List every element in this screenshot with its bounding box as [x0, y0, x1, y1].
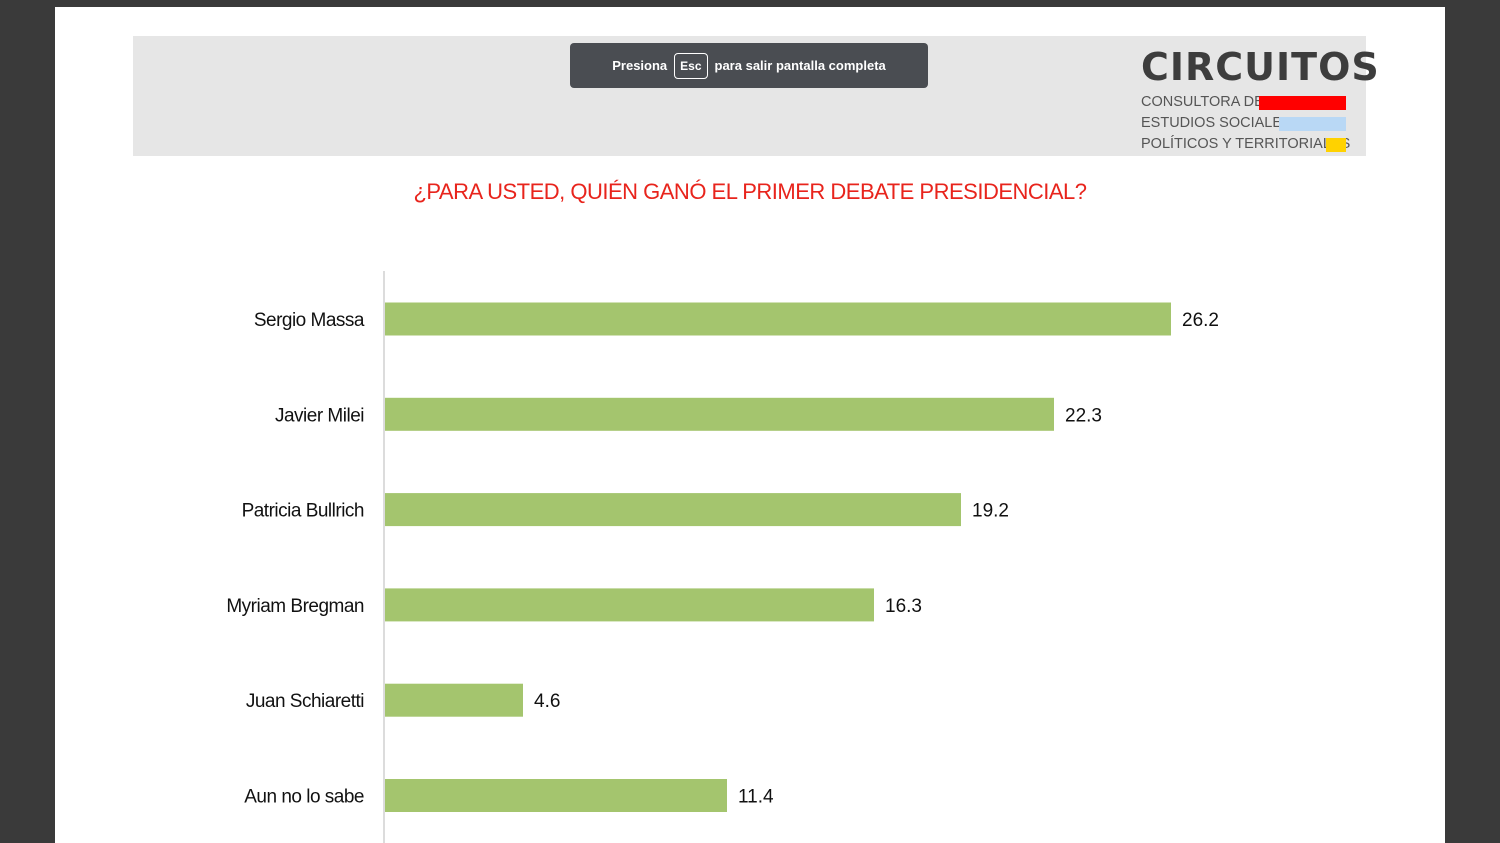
value-label: 26.2 [1182, 310, 1219, 331]
logo-line-3: POLÍTICOS Y TERRITORIALES [1141, 136, 1351, 152]
category-label: Javier Milei [275, 405, 364, 426]
value-label: 16.3 [885, 596, 922, 617]
value-label: 4.6 [534, 691, 560, 712]
bar [385, 683, 523, 717]
category-label: Juan Schiaretti [246, 691, 364, 712]
value-label: 22.3 [1065, 405, 1102, 426]
bar [385, 588, 874, 622]
category-label: Sergio Massa [254, 310, 365, 331]
toast-suffix: para salir pantalla completa [714, 58, 886, 73]
logo-stripe-red [1259, 96, 1346, 110]
value-label: 11.4 [738, 787, 774, 808]
bar-chart: Sergio Massa 26.2 Javier Milei 22.3 Patricia… [226, 271, 1219, 843]
value-label: 19.2 [972, 501, 1009, 522]
slide: Presiona Esc para salir pantalla complet… [55, 7, 1445, 843]
logo-line-1: CONSULTORA DE [1141, 94, 1264, 110]
logo-stripe-blue [1279, 117, 1346, 131]
category-label: Patricia Bullrich [242, 501, 364, 522]
toast-prefix: Presiona [612, 58, 668, 73]
logo-line-2: ESTUDIOS SOCIALES, [1141, 115, 1296, 131]
bar [385, 302, 1171, 336]
bar [385, 779, 727, 812]
circuitos-logo: CIRCUITOS CONSULTORA DE ESTUDIOS SOCIALE… [1141, 45, 1379, 155]
category-label: Aun no lo sabe [244, 787, 364, 808]
logo-stripe-yellow [1326, 138, 1346, 152]
fullscreen-exit-toast: Presiona Esc para salir pantalla complet… [570, 43, 928, 88]
bar [385, 397, 1054, 431]
logo-title: CIRCUITOS [1141, 45, 1380, 89]
esc-key-badge: Esc [674, 52, 708, 79]
bar [385, 493, 961, 527]
category-label: Myriam Bregman [226, 596, 364, 617]
chart-title: ¿PARA USTED, QUIÉN GANÓ EL PRIMER DEBATE… [413, 179, 1087, 204]
